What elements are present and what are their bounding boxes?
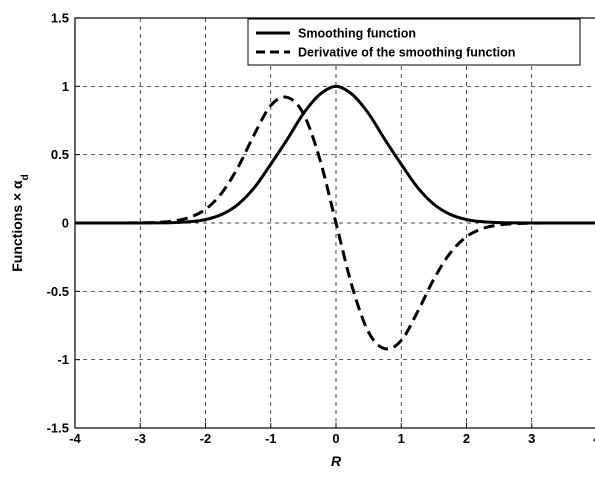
y-tick-label: 1 — [62, 79, 69, 94]
y-tick-label: 0.5 — [51, 147, 69, 162]
y-axis-label-main: Functions × α — [9, 180, 25, 272]
plot-frame — [74, 17, 595, 429]
x-tick-label: 2 — [463, 431, 470, 446]
y-tick-label: 1.5 — [51, 11, 69, 26]
y-tick-label: -0.5 — [47, 284, 69, 299]
legend-box — [247, 18, 581, 66]
legend: Smoothing function Derivative of the smo… — [247, 18, 581, 66]
x-tick-label: -2 — [200, 431, 212, 446]
tick-labels: -4 -3 -2 -1 0 1 2 3 4 -1.5 -1 -0.5 0 0.5 1 1.5 — [47, 11, 595, 447]
x-axis-label: R — [331, 453, 342, 469]
x-tick-label: 1 — [398, 431, 405, 446]
y-tick-label: -1.5 — [47, 421, 69, 436]
y-axis-label: Functions × αd — [9, 174, 31, 272]
x-tick-label: -3 — [134, 431, 146, 446]
x-tick-label: 3 — [528, 431, 535, 446]
x-tick-label: -1 — [265, 431, 277, 446]
x-tick-label: 0 — [332, 431, 339, 446]
legend-label-derivative: Derivative of the smoothing function — [298, 46, 515, 60]
x-tick-label: -4 — [69, 431, 81, 446]
series-line-smoothing — [74, 84, 595, 225]
x-tick-label: 4 — [593, 431, 595, 446]
series-line-derivative — [74, 95, 595, 351]
y-tick-label: 0 — [62, 216, 69, 231]
y-tick-label: -1 — [57, 352, 69, 367]
legend-label-smoothing: Smoothing function — [298, 27, 416, 41]
series-layer — [74, 84, 595, 351]
y-axis-label-subscript: d — [20, 174, 31, 180]
